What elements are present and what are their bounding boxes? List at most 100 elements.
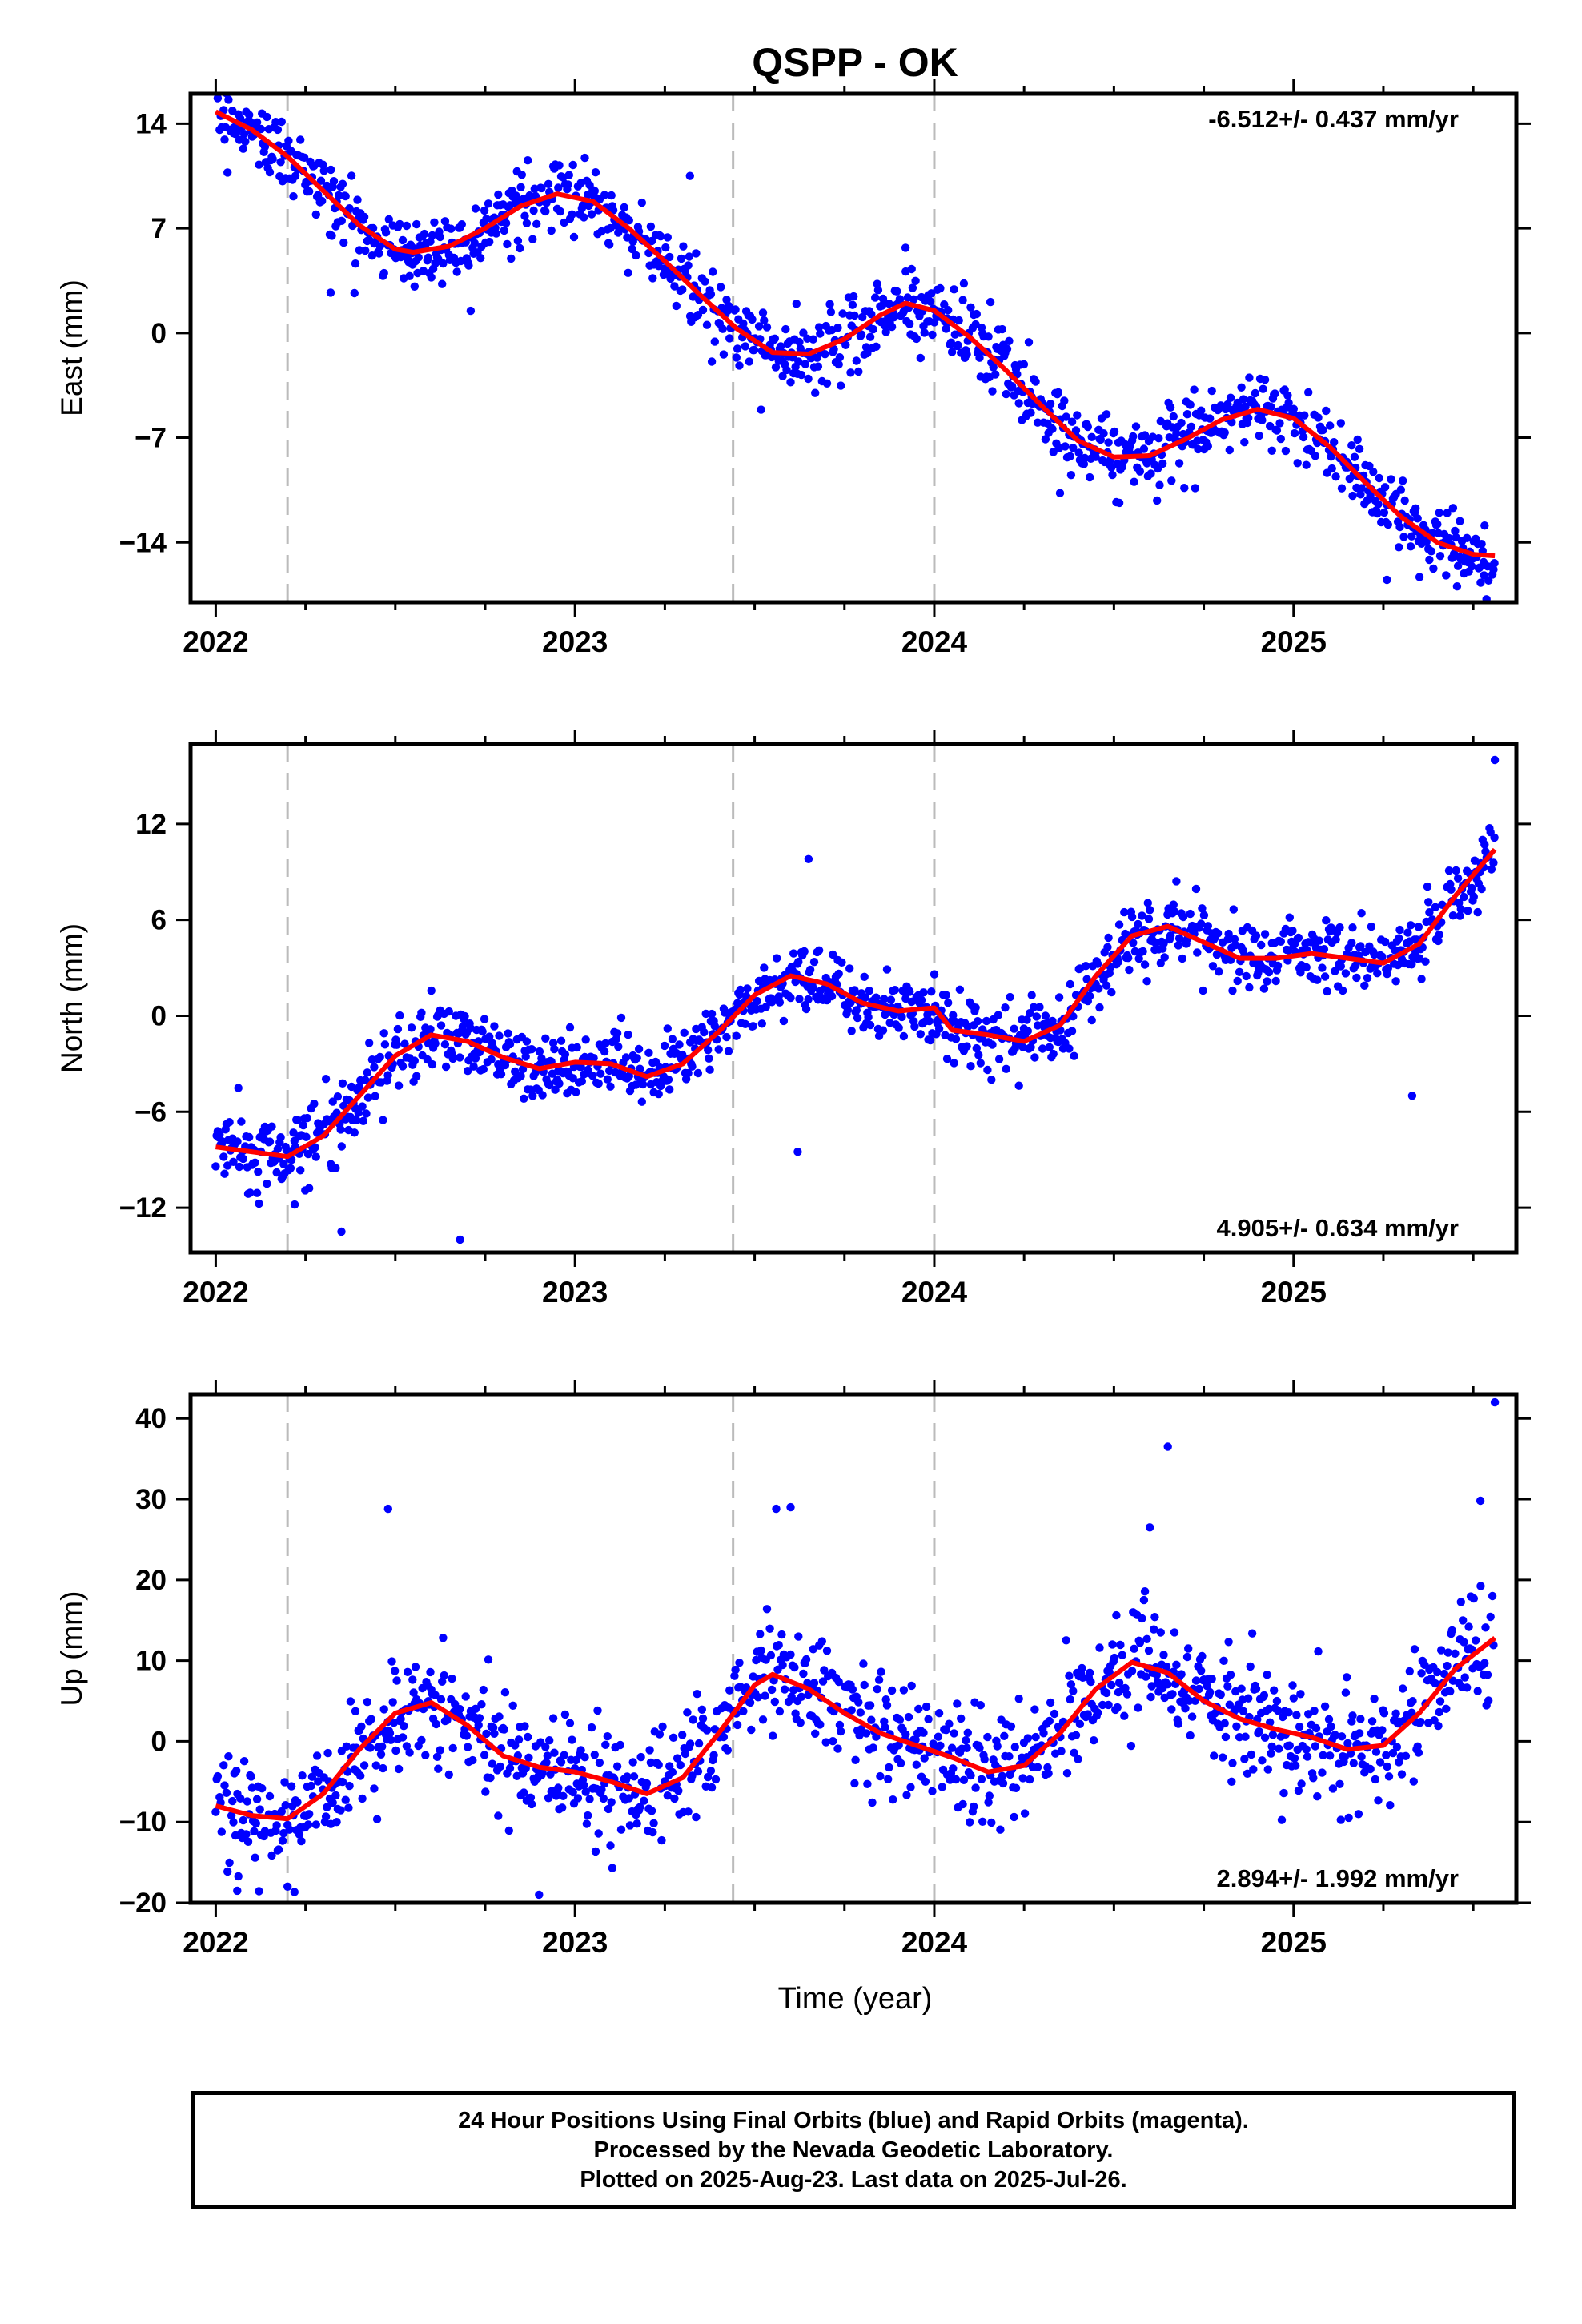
data-point xyxy=(1163,1680,1172,1689)
data-point xyxy=(820,1666,829,1675)
data-point xyxy=(958,1799,967,1809)
data-point xyxy=(580,1781,588,1790)
data-point xyxy=(1484,1696,1493,1705)
data-point xyxy=(1167,476,1176,485)
data-point xyxy=(405,1748,414,1757)
data-point xyxy=(1396,485,1406,494)
data-point xyxy=(1124,954,1133,963)
data-point xyxy=(1070,1051,1078,1060)
data-point xyxy=(367,1715,375,1723)
data-point xyxy=(279,1160,288,1168)
data-point xyxy=(1303,1752,1312,1761)
data-point xyxy=(673,1754,682,1763)
data-point xyxy=(254,1168,263,1176)
data-point xyxy=(719,1732,729,1742)
data-point xyxy=(1167,1705,1176,1714)
data-point xyxy=(1182,410,1192,419)
velocity-label: -6.512+/- 0.437 mm/yr xyxy=(1208,105,1459,133)
data-point xyxy=(825,300,834,308)
data-point xyxy=(1357,909,1366,918)
data-point xyxy=(321,1075,331,1084)
data-point xyxy=(741,342,750,351)
data-point xyxy=(274,1845,283,1854)
outlier-point xyxy=(283,1882,292,1891)
data-point xyxy=(1010,1743,1020,1751)
data-point xyxy=(1327,452,1335,461)
outlier-point xyxy=(1490,1397,1500,1407)
data-point xyxy=(1447,885,1456,895)
data-point xyxy=(278,1836,287,1845)
data-point xyxy=(1444,866,1454,875)
data-point xyxy=(291,171,300,180)
data-point xyxy=(1487,865,1496,874)
data-point xyxy=(614,228,623,237)
data-point xyxy=(861,1729,871,1738)
data-point xyxy=(1257,940,1266,950)
data-point xyxy=(1019,360,1029,369)
data-point xyxy=(585,1795,594,1803)
data-point xyxy=(482,1729,491,1739)
data-point xyxy=(966,1062,975,1071)
data-point xyxy=(954,340,962,350)
data-point xyxy=(488,1759,497,1768)
data-point xyxy=(1069,1687,1078,1695)
data-point xyxy=(800,947,809,956)
data-point xyxy=(1247,1629,1257,1638)
data-point xyxy=(616,1740,624,1750)
y-tick-label: 0 xyxy=(151,318,167,349)
data-point xyxy=(919,1728,928,1737)
data-point xyxy=(1407,532,1416,541)
data-point xyxy=(371,1092,379,1100)
data-point xyxy=(554,1783,563,1792)
data-point xyxy=(792,300,801,308)
data-point xyxy=(1437,1646,1446,1655)
data-point xyxy=(252,118,262,127)
data-point xyxy=(714,1045,723,1054)
data-point xyxy=(1288,927,1297,935)
data-point xyxy=(251,1853,259,1862)
data-point xyxy=(1427,547,1436,556)
data-point xyxy=(950,1059,958,1068)
data-point xyxy=(1452,582,1462,591)
data-point xyxy=(1195,1684,1203,1694)
data-point xyxy=(1142,1634,1151,1643)
data-point xyxy=(813,362,823,371)
data-point xyxy=(383,1071,392,1080)
data-point xyxy=(924,1715,933,1723)
data-point xyxy=(1206,1687,1215,1697)
data-point xyxy=(1199,986,1207,995)
data-point xyxy=(297,1836,306,1846)
data-point xyxy=(624,216,633,225)
data-point xyxy=(522,1037,532,1046)
data-point xyxy=(1057,1747,1066,1755)
data-point xyxy=(1391,977,1400,986)
data-point xyxy=(511,1067,520,1076)
data-point xyxy=(893,287,901,296)
data-point xyxy=(1284,1708,1293,1717)
data-point xyxy=(255,1805,264,1814)
data-point xyxy=(811,1729,820,1738)
data-point xyxy=(1229,905,1239,914)
data-point xyxy=(722,1032,731,1042)
data-point xyxy=(672,301,681,311)
data-point xyxy=(303,1113,311,1123)
data-point xyxy=(916,1030,926,1039)
data-point xyxy=(1399,476,1407,485)
data-point xyxy=(733,344,742,353)
data-point xyxy=(762,1605,772,1614)
data-point xyxy=(1406,921,1415,930)
data-point xyxy=(1129,432,1138,441)
data-point xyxy=(580,153,589,163)
data-point xyxy=(911,276,920,285)
data-point xyxy=(277,1807,286,1816)
data-point xyxy=(1406,542,1415,551)
data-point xyxy=(1235,1733,1244,1742)
data-point xyxy=(654,1760,663,1769)
outlier-point xyxy=(383,1504,392,1514)
data-point xyxy=(1014,1695,1023,1703)
data-point xyxy=(1383,1762,1391,1771)
data-point xyxy=(1480,840,1489,849)
data-point xyxy=(987,1076,996,1084)
data-point xyxy=(928,1787,937,1795)
data-point xyxy=(694,1739,704,1748)
